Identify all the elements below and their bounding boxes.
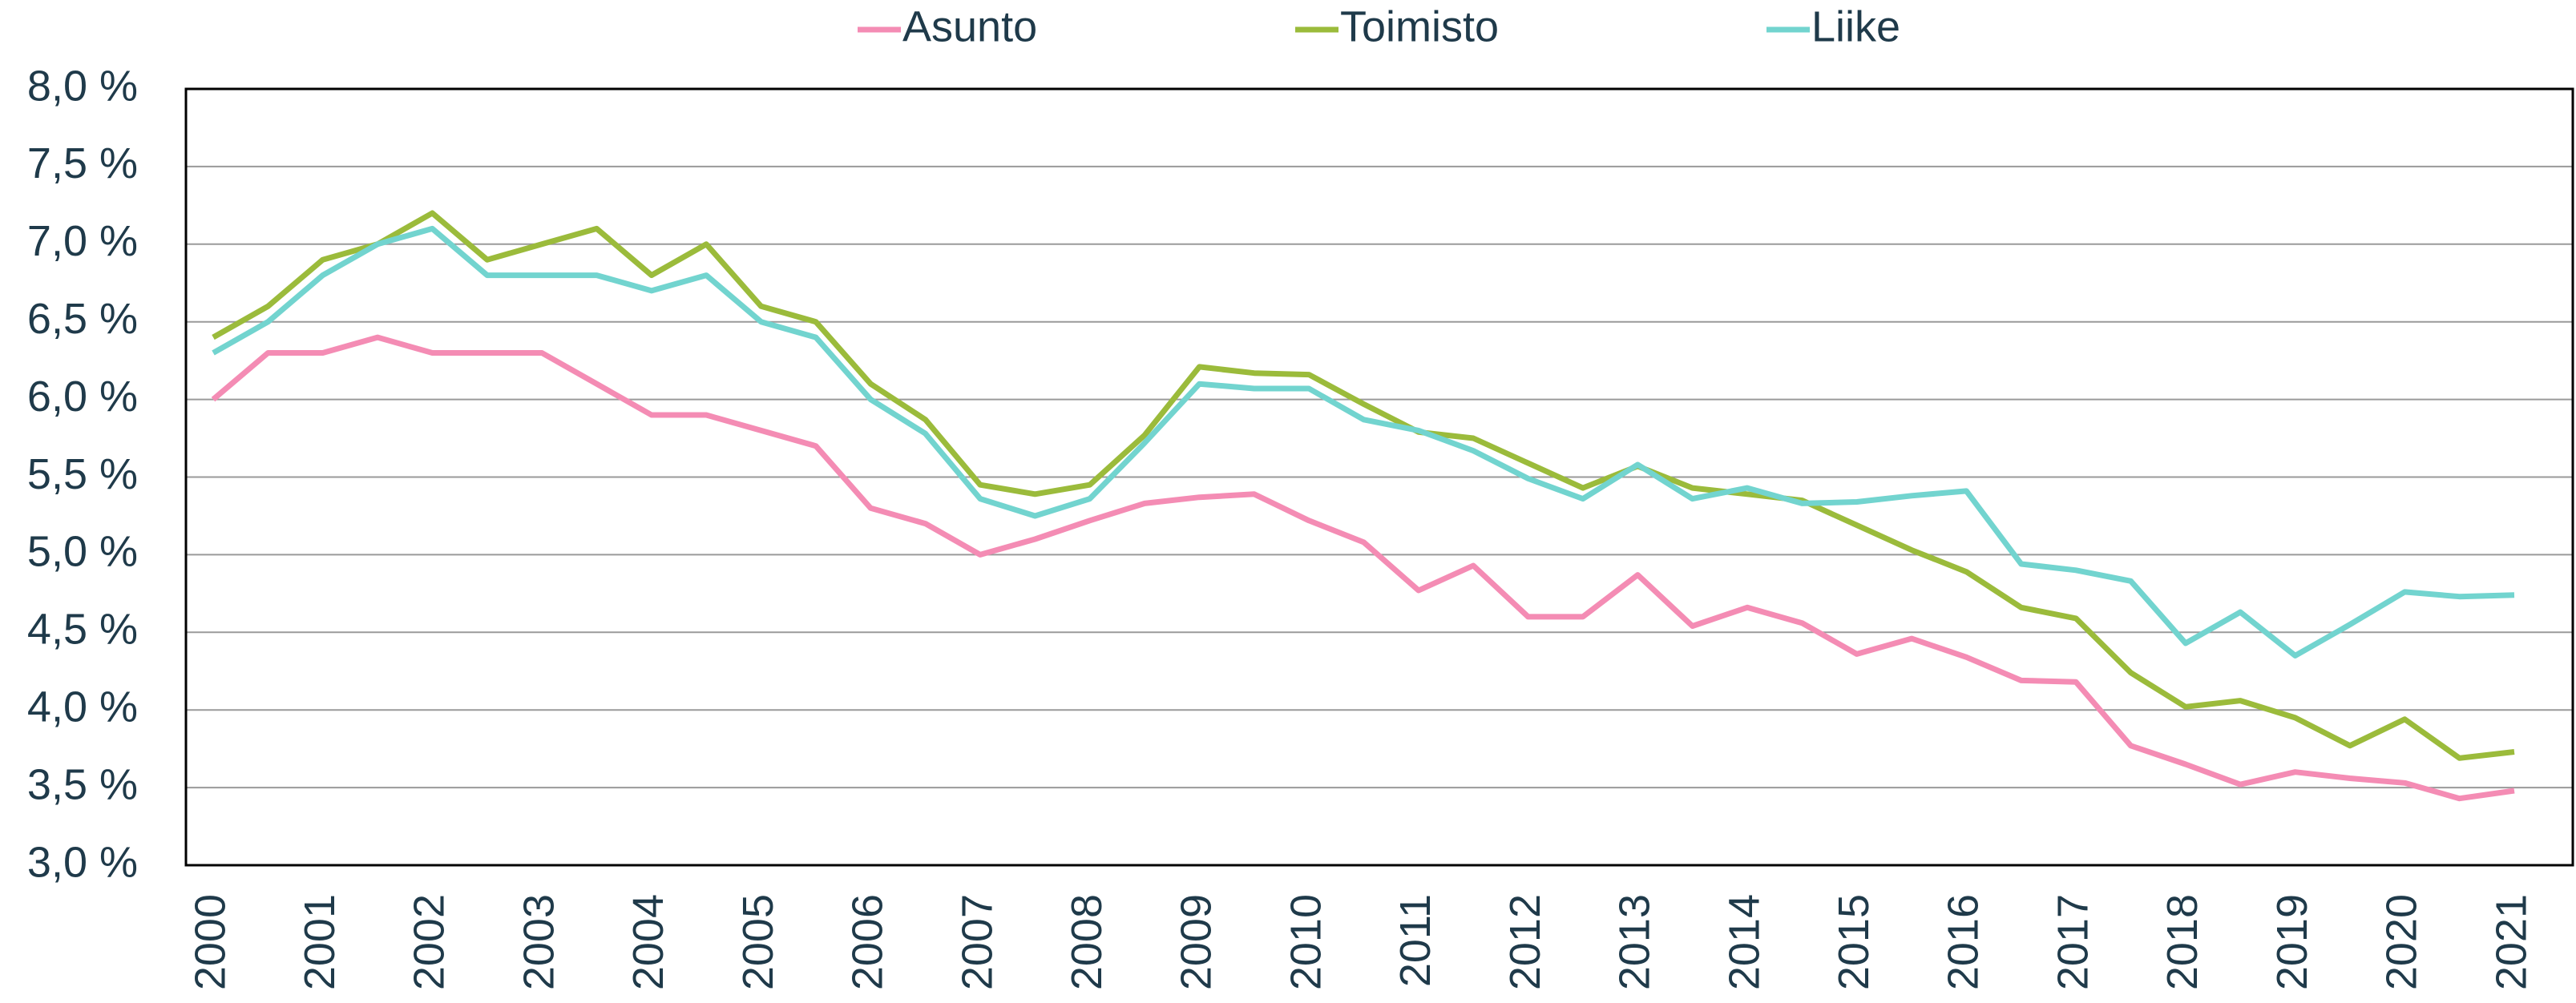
x-tick-label: 2008 [1063,894,1111,990]
y-tick-label: 4,5 % [27,606,138,654]
x-tick-label: 2015 [1830,894,1878,990]
x-tick-label: 2000 [186,894,234,990]
legend-label: Asunto [902,2,1037,50]
x-tick-label: 2009 [1173,894,1221,990]
line-series [212,210,2515,761]
y-tick-label: 4,0 % [27,683,138,731]
x-tick-label: 2005 [734,894,782,990]
x-tick-label: 2017 [2049,894,2097,990]
legend-label: Liike [1811,2,1900,50]
x-tick-label: 2011 [1391,894,1439,987]
legend-label: Toimisto [1340,2,1499,50]
x-tick-label: 2004 [624,894,672,990]
x-tick-label: 2006 [844,894,892,990]
x-tick-label: 2021 [2487,894,2535,990]
x-tick-label: 2010 [1282,894,1330,990]
x-tick-label: 2013 [1611,894,1659,990]
x-tick-label: 2018 [2158,894,2207,990]
x-tick-label: 2020 [2378,894,2426,990]
plot-border [184,87,2574,867]
x-tick-label: 2012 [1501,894,1549,990]
y-tick-label: 3,5 % [27,760,138,808]
y-tick-label: 8,0 % [27,62,138,110]
x-tick-label: 2002 [406,894,454,990]
line-series [211,334,2515,802]
y-tick-label: 6,5 % [27,295,138,343]
y-tick-label: 7,5 % [27,139,138,187]
y-tick-label: 6,0 % [27,373,138,421]
x-tick-label: 2014 [1720,894,1768,990]
x-tick-label: 2003 [515,894,563,990]
line-series [212,225,2515,659]
y-tick-label: 3,0 % [27,838,138,886]
y-tick-label: 5,5 % [27,450,138,498]
x-tick-label: 2001 [296,894,344,990]
x-tick-label: 2016 [1940,894,1988,990]
y-tick-label: 7,0 % [27,217,138,265]
x-tick-label: 2007 [953,894,1001,990]
y-tick-label: 5,0 % [27,528,138,576]
x-tick-label: 2019 [2268,894,2316,990]
